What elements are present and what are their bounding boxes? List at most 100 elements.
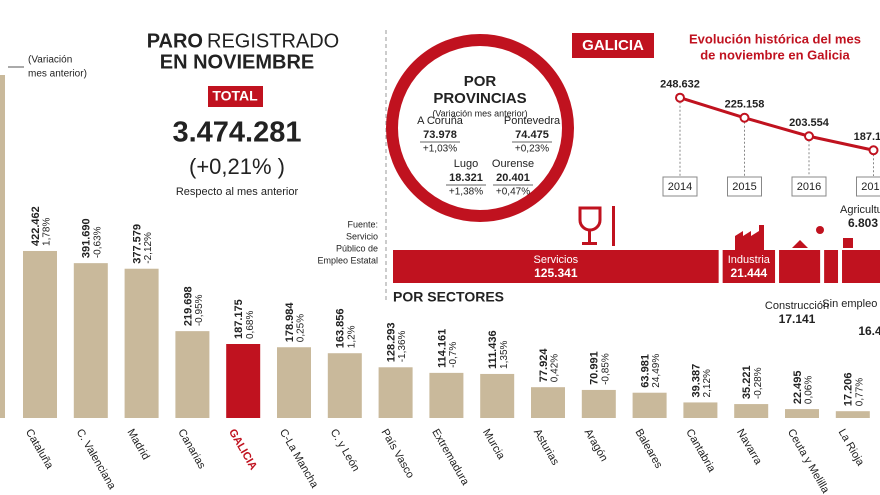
category-label: C-La Mancha bbox=[277, 427, 321, 491]
province-change: +0,23% bbox=[515, 144, 549, 155]
total-label: TOTAL bbox=[212, 88, 258, 104]
value-label: 63.981 bbox=[640, 354, 652, 388]
segment-label: Construcción bbox=[765, 300, 829, 312]
category-label: Aragón bbox=[582, 427, 610, 464]
title: PARO bbox=[147, 30, 203, 52]
bar bbox=[277, 347, 311, 418]
province-value: 74.475 bbox=[515, 129, 549, 141]
provinces-title: POR bbox=[464, 73, 497, 90]
bar bbox=[23, 250, 57, 418]
segment-value: 21.444 bbox=[730, 266, 767, 280]
value-label: 178.984 bbox=[284, 302, 296, 343]
services-icon bbox=[578, 206, 615, 246]
year-box bbox=[727, 176, 762, 197]
segment bbox=[722, 250, 776, 283]
point-label: 225.158 bbox=[725, 99, 765, 111]
category-label: Baleares bbox=[632, 427, 664, 471]
category-label: Madrid bbox=[124, 427, 151, 462]
variation-label: 1,78% bbox=[42, 218, 53, 246]
value-label: 77.924 bbox=[538, 348, 550, 383]
point-label: 203.554 bbox=[789, 117, 830, 129]
total-change: (+0,21% ) bbox=[189, 154, 285, 179]
agriculture-icon bbox=[843, 238, 853, 248]
variation-label: 1,35% bbox=[499, 340, 510, 368]
value-label: 35.221 bbox=[741, 365, 753, 399]
value-label: 114.161 bbox=[436, 329, 448, 368]
variation-label: 0,42% bbox=[550, 354, 561, 382]
variation-label: 0,25% bbox=[296, 314, 307, 342]
point bbox=[675, 92, 685, 103]
category-label: La Rioja bbox=[836, 427, 867, 469]
bar bbox=[632, 392, 667, 418]
bar bbox=[581, 389, 616, 418]
region-badge-text: GALICIA bbox=[582, 37, 644, 54]
variation-label: -0,85% bbox=[600, 353, 611, 385]
construction-icon bbox=[792, 226, 824, 248]
bar bbox=[734, 404, 769, 418]
line bbox=[679, 96, 874, 152]
variation-label: 0,68% bbox=[245, 311, 256, 339]
category-label: Cataluña bbox=[23, 427, 56, 472]
segment-label: Sin empleo anterior bbox=[822, 298, 880, 310]
provinces-note: (Variación mes anterior) bbox=[432, 108, 527, 118]
source: Fuente: bbox=[347, 219, 378, 229]
year-label: 2015 bbox=[732, 181, 756, 193]
province-change: +1,03% bbox=[423, 144, 457, 155]
bar bbox=[683, 402, 718, 418]
province-change: +0,47% bbox=[496, 187, 530, 198]
category-label: Murcia bbox=[480, 427, 507, 462]
line-title: de noviembre en Galicia bbox=[700, 47, 850, 62]
category-label: Navarra bbox=[734, 427, 764, 468]
variation-label: -0,95% bbox=[194, 294, 205, 326]
year-box bbox=[791, 176, 827, 197]
category-label: País Vasco bbox=[378, 427, 416, 480]
segment bbox=[842, 250, 880, 283]
category-label: Canarias bbox=[175, 427, 208, 472]
category-label: Cantabria bbox=[683, 427, 718, 475]
province-name: A Coruña bbox=[417, 115, 464, 127]
province-name: Lugo bbox=[454, 158, 478, 170]
source: Público de bbox=[336, 243, 378, 253]
line-title: Evolución histórica del mes bbox=[689, 31, 861, 46]
category-label: GALICIA bbox=[226, 427, 259, 472]
variation-label: 2,12% bbox=[702, 369, 713, 397]
value-label: 39.387 bbox=[690, 364, 702, 398]
point-label: 187.175 bbox=[854, 131, 880, 143]
segment bbox=[824, 250, 839, 283]
cropped-bar bbox=[0, 75, 5, 418]
category-label: C. Valenciana bbox=[74, 427, 119, 492]
variation-label: -0,28% bbox=[753, 367, 764, 399]
bar bbox=[226, 344, 261, 418]
variation-label: 1,2% bbox=[346, 325, 357, 348]
variation-note: (Variación bbox=[28, 55, 72, 66]
bar bbox=[327, 353, 362, 418]
region-badge bbox=[572, 33, 654, 58]
bar bbox=[124, 268, 159, 418]
provinces-title: PROVINCIAS bbox=[433, 90, 526, 107]
value-label: 187.175 bbox=[233, 299, 245, 339]
province-value: 18.321 bbox=[449, 172, 483, 184]
province-value: 73.978 bbox=[423, 129, 457, 141]
category-label: Ceuta y Melilla bbox=[785, 427, 832, 495]
value-label: 163.856 bbox=[335, 308, 347, 348]
bar bbox=[73, 263, 108, 418]
segment bbox=[779, 250, 821, 283]
point bbox=[868, 145, 879, 156]
province-change: +1,38% bbox=[449, 187, 483, 198]
value-label: 111.436 bbox=[487, 330, 499, 369]
segment-label: Servicios bbox=[534, 254, 579, 266]
province-name: Pontevedra bbox=[504, 115, 561, 127]
variation-label: -1,36% bbox=[397, 330, 408, 362]
category-label: Extremadura bbox=[429, 427, 471, 488]
segment-value: 16.4 bbox=[858, 324, 880, 338]
segment-value: 125.341 bbox=[534, 266, 578, 280]
value-label: 219.698 bbox=[182, 286, 194, 326]
bar bbox=[480, 373, 515, 418]
sectors-title: POR SECTORES bbox=[393, 289, 504, 305]
year-label: 2016 bbox=[797, 181, 821, 193]
category-label: Asturias bbox=[531, 427, 562, 468]
bar bbox=[835, 411, 870, 418]
total-badge bbox=[208, 86, 263, 107]
value-label: 22.495 bbox=[792, 370, 804, 404]
variation-label: -2,12% bbox=[143, 232, 154, 264]
